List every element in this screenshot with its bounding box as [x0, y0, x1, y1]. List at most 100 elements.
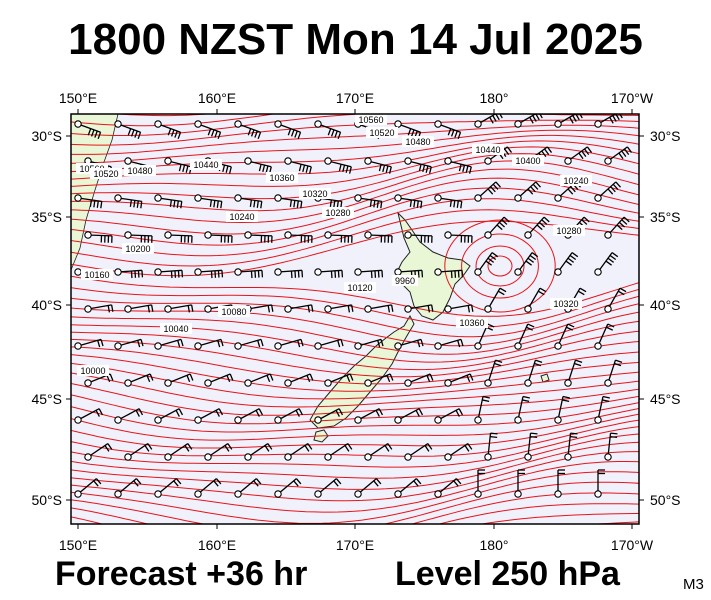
wind-barb	[364, 443, 393, 461]
wind-barb	[434, 338, 464, 350]
wind-barb	[404, 231, 433, 243]
contour-label: 10040	[160, 323, 192, 334]
wind-barb	[244, 373, 274, 387]
svg-text:10480: 10480	[405, 137, 430, 147]
wind-barb	[354, 338, 384, 350]
contour-line	[71, 426, 639, 468]
wind-barb	[604, 432, 618, 461]
wind-barb	[514, 323, 535, 350]
contour-label: 10240	[560, 175, 592, 186]
wind-barb	[194, 268, 224, 279]
contour-label: 10120	[344, 282, 376, 293]
contour-line	[71, 134, 639, 173]
contour-line	[71, 119, 639, 146]
model-code: M3	[683, 576, 704, 593]
contour-line	[71, 362, 639, 400]
contour-line	[71, 461, 639, 513]
lon-label-top-150e: 150°E	[59, 90, 97, 106]
svg-text:10040: 10040	[163, 324, 188, 334]
contour-line	[71, 382, 639, 416]
wind-barb	[314, 268, 344, 279]
wind-barb	[434, 120, 462, 140]
wind-barb	[554, 114, 583, 128]
low-contour-ring	[461, 233, 539, 299]
contour-line	[71, 168, 639, 224]
wind-barb	[524, 287, 547, 313]
svg-text:10320: 10320	[553, 299, 578, 309]
contour-line	[71, 471, 639, 524]
lon-label-top-170w: 170°W	[611, 90, 654, 106]
svg-text:10440: 10440	[193, 160, 218, 170]
wind-barb	[514, 181, 542, 202]
wind-barb	[594, 323, 615, 350]
svg-text:10240: 10240	[229, 212, 254, 222]
svg-text:10120: 10120	[347, 283, 372, 293]
wind-barb	[244, 157, 272, 174]
wind-barb	[474, 181, 502, 202]
wind-barb	[274, 120, 302, 140]
wind-barb	[394, 194, 423, 209]
lat-label-right-30s: 30°S	[650, 128, 681, 144]
contour-line	[71, 330, 639, 371]
wind-barb	[514, 252, 539, 276]
wind-barb	[194, 120, 222, 140]
wind-barb	[554, 469, 565, 498]
contour-line	[71, 295, 639, 338]
lat-label-right-45s: 45°S	[650, 391, 681, 407]
svg-text:10360: 10360	[459, 318, 484, 328]
wind-barb	[164, 443, 193, 461]
wind-barb	[364, 304, 394, 313]
wind-barb	[124, 443, 153, 461]
contour-line	[71, 198, 639, 257]
wind-barb	[364, 157, 392, 174]
wind-barb	[164, 231, 193, 243]
lon-label-bottom-150e: 150°E	[59, 537, 97, 553]
lat-label-left-30s: 30°S	[31, 128, 62, 144]
wind-barb	[84, 443, 113, 461]
wind-barb	[194, 408, 224, 424]
contour-line	[71, 402, 639, 433]
contour-line	[71, 124, 639, 155]
contour-line	[71, 503, 639, 524]
wind-barb	[604, 287, 627, 313]
wind-barb	[274, 338, 304, 350]
wind-barb	[114, 268, 144, 279]
contour-label: 10480	[124, 165, 156, 176]
contour-line	[111, 114, 215, 117]
svg-text:10080: 10080	[221, 307, 246, 317]
wind-barb	[474, 469, 485, 498]
svg-text:10320: 10320	[302, 189, 327, 199]
low-contour-ring	[475, 245, 525, 287]
wind-barb	[354, 408, 384, 424]
wind-barb	[564, 432, 578, 461]
wind-barb	[284, 373, 314, 387]
contour-label: 10560	[355, 114, 387, 125]
lat-label-left-45s: 45°S	[31, 391, 62, 407]
contour-line	[71, 275, 639, 317]
lat-label-left-40s: 40°S	[31, 297, 62, 313]
wind-barb	[154, 120, 182, 140]
wind-barb	[164, 157, 192, 174]
contour-line	[71, 303, 639, 347]
contour-label: 10160	[81, 269, 113, 280]
wind-barb	[84, 304, 114, 313]
wind-barb	[284, 231, 313, 243]
wind-barb	[274, 478, 302, 498]
wind-barb	[234, 268, 264, 279]
wind-barb	[404, 443, 433, 461]
wind-barb	[74, 338, 104, 350]
wind-barb	[594, 252, 619, 276]
axis-ticks	[66, 109, 644, 529]
svg-text:10440: 10440	[475, 145, 500, 155]
wind-barb	[514, 114, 543, 128]
wind-barb	[74, 478, 102, 498]
wind-barb	[364, 373, 394, 387]
wind-barb	[474, 395, 490, 424]
svg-text:10360: 10360	[269, 173, 294, 183]
wind-barb	[114, 478, 142, 498]
wind-barb	[74, 120, 102, 140]
contour-label: 10440	[472, 144, 504, 155]
chatham-islands	[540, 373, 550, 383]
wind-barb	[314, 478, 342, 498]
wind-barb	[554, 395, 570, 424]
